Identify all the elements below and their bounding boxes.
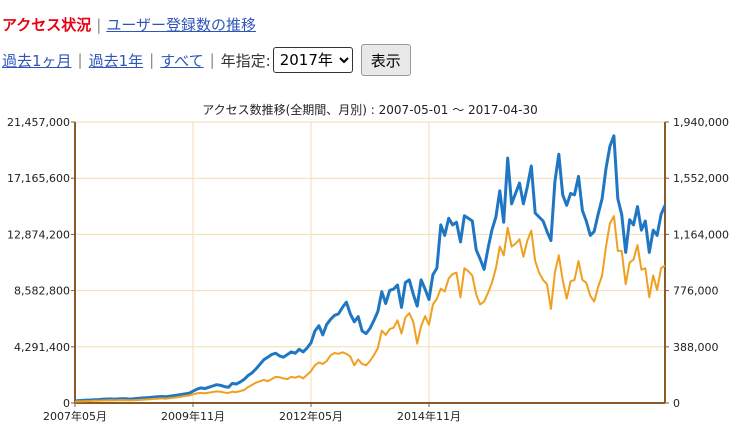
range-bar: 過去1ヶ月 | 過去1年 | すべて | 年指定: 2017年 表示	[2, 44, 411, 76]
right-axis-tick-label: 388,000	[673, 341, 719, 354]
nav-separator: |	[96, 16, 102, 34]
left-axis-tick-label: 4,291,400	[14, 341, 70, 354]
range-separator-2: |	[149, 51, 155, 69]
left-axis-tick-label: 0	[63, 397, 70, 410]
right-axis-tick-label: 1,940,000	[673, 116, 729, 129]
left-axis-tick-label: 17,165,600	[7, 172, 70, 185]
range-past-year-link[interactable]: 過去1年	[88, 51, 144, 70]
nav-link-user-registration[interactable]: ユーザー登録数の推移	[106, 16, 257, 34]
left-axis-tick-label: 8,582,800	[14, 285, 70, 298]
top-nav: アクセス状況 | ユーザー登録数の推移	[2, 14, 256, 35]
series-line-blue	[74, 134, 667, 403]
range-separator-3: |	[209, 51, 215, 69]
x-axis-tick-label: 2014年11月	[397, 409, 461, 423]
x-axis-tick-label: 2009年11月	[161, 409, 225, 423]
chart-title: アクセス数推移(全期間、月別) : 2007-05-01 ～ 2017-04-3…	[202, 102, 538, 117]
year-select[interactable]: 2017年	[272, 47, 353, 73]
range-separator-1: |	[77, 51, 83, 69]
left-axis-tick-label: 12,874,200	[7, 228, 70, 241]
show-button[interactable]: 表示	[360, 44, 411, 76]
x-axis-tick-label: 2007年05月	[43, 409, 107, 423]
series-line-orange	[74, 215, 666, 403]
right-axis-tick-label: 1,164,000	[673, 228, 729, 241]
right-axis-tick-label: 0	[673, 397, 680, 410]
right-axis-tick-label: 1,552,000	[673, 172, 729, 185]
range-all-link[interactable]: すべて	[160, 51, 204, 70]
nav-current-access-status: アクセス状況	[2, 16, 92, 34]
right-axis-tick-label: 776,000	[673, 285, 719, 298]
access-chart: アクセス数推移(全期間、月別) : 2007-05-01 ～ 2017-04-3…	[7, 102, 729, 423]
x-axis-tick-label: 2012年05月	[279, 409, 343, 423]
left-axis-tick-label: 21,457,000	[7, 116, 70, 129]
year-select-label: 年指定:	[220, 51, 271, 70]
range-past-month-link[interactable]: 過去1ヶ月	[2, 51, 72, 70]
